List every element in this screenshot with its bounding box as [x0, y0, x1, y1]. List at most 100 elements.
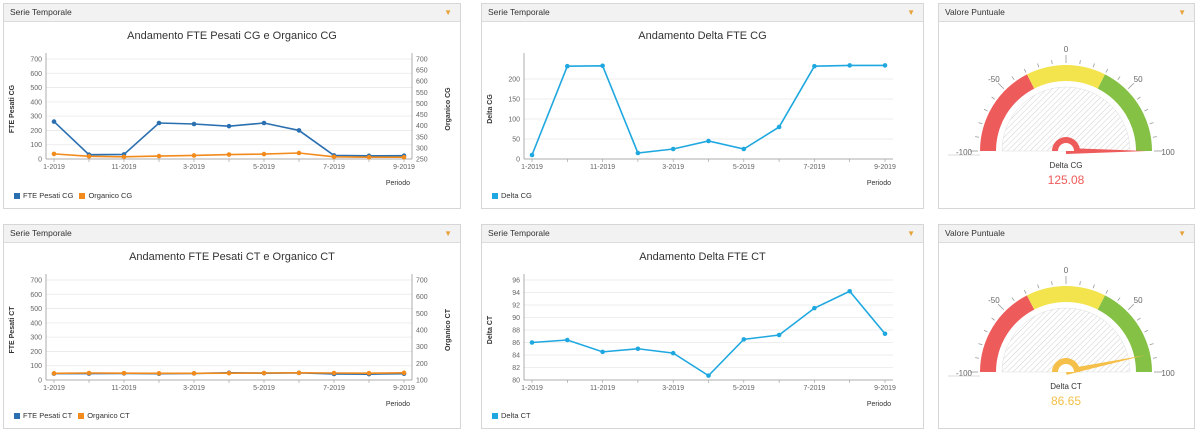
gauge-tick — [1079, 60, 1081, 65]
y2-tick-label: 650 — [416, 68, 428, 75]
gauge-tick-label: 50 — [1134, 75, 1143, 84]
gauge-band-red — [980, 74, 1035, 151]
legend-item[interactable]: FTE Pesati CT — [14, 411, 72, 420]
gauge-tick — [1051, 281, 1053, 286]
data-point — [226, 123, 232, 129]
data-point — [670, 146, 676, 152]
y-tick-label: 92 — [512, 303, 520, 310]
x-tick-label: 1-2019 — [43, 164, 65, 171]
y2-tick-label: 600 — [416, 79, 428, 86]
data-point — [600, 349, 605, 355]
panel-delta-ct: Serie Temporale ▼ Andamento Delta FTE CT 8… — [481, 224, 924, 429]
data-point — [706, 373, 711, 378]
panel-header: Valore Puntuale ▼ — [939, 4, 1194, 22]
gauge-tick — [1011, 297, 1015, 302]
data-point — [741, 146, 747, 152]
legend-item[interactable]: Organico CG — [79, 191, 132, 200]
data-point — [226, 370, 232, 376]
y2-tick-label: 500 — [416, 311, 428, 318]
y2-tick-label: 100 — [416, 378, 428, 385]
gauge-tick — [1144, 329, 1149, 333]
y-tick-label: 100 — [508, 117, 520, 124]
gauge-tick — [997, 82, 1005, 90]
data-point — [261, 120, 267, 126]
y2-tick-label: 500 — [416, 101, 428, 108]
y-tick-label: 700 — [30, 57, 42, 64]
legend-item[interactable]: Organico CT — [78, 411, 130, 420]
gauge-face — [1001, 307, 1131, 373]
x-tick-label: 3-2019 — [183, 164, 205, 171]
gauge-tick — [975, 357, 980, 359]
chevron-down-icon[interactable]: ▼ — [1178, 229, 1186, 238]
legend-label: Organico CT — [87, 411, 130, 420]
x-axis-label: Periodo — [867, 401, 891, 408]
chart-legend: FTE Pesati CG Organico CG — [14, 191, 132, 200]
data-point — [191, 371, 197, 376]
panel-header: Serie Temporale ▼ — [4, 225, 460, 243]
y-tick-label: 700 — [30, 278, 42, 285]
chevron-down-icon[interactable]: ▼ — [907, 8, 915, 17]
data-point — [812, 63, 817, 69]
y-tick-label: 80 — [512, 378, 520, 385]
chevron-down-icon[interactable]: ▼ — [444, 229, 452, 238]
gauge-tick — [991, 317, 996, 321]
data-point — [51, 119, 57, 124]
gauge-label: Delta CG — [1050, 161, 1083, 170]
chart-title: Andamento FTE Pesati CG e Organico CG — [127, 30, 337, 42]
x-tick-label: 1-2019 — [43, 385, 65, 392]
gauge-tick-label: -100 — [956, 148, 973, 157]
chevron-down-icon[interactable]: ▼ — [907, 229, 915, 238]
gauge-tick — [1144, 108, 1149, 112]
panel-gauge-cg: Valore Puntuale ▼ -100 -50 0 50 100 Delta CG 12… — [938, 3, 1195, 209]
panel-title: Valore Puntuale — [945, 7, 1005, 17]
legend-item[interactable]: Delta CG — [492, 191, 532, 200]
chart-legend: FTE Pesati CT Organico CT — [14, 411, 130, 420]
panel-title: Valore Puntuale — [945, 228, 1005, 238]
legend-swatch — [492, 192, 498, 199]
gauge-tick — [1136, 317, 1141, 321]
legend-item[interactable]: Delta CT — [492, 411, 531, 420]
data-point — [261, 370, 267, 376]
legend-label: FTE Pesati CG — [23, 191, 74, 200]
x-tick-label: 5-2019 — [253, 385, 275, 392]
gauge-tick — [1127, 303, 1135, 311]
gauge-tick-label: -50 — [988, 75, 1000, 84]
gauge-tick — [1037, 284, 1040, 289]
data-point — [401, 154, 407, 160]
gauge-value: 86.65 — [1051, 394, 1081, 408]
gauge-band-yellow — [1026, 286, 1106, 310]
data-point — [51, 151, 57, 157]
gauge-tick-label: 100 — [1161, 148, 1175, 157]
x-tick-label: 9-2019 — [874, 385, 896, 392]
data-point — [882, 331, 888, 337]
y2-tick-label: 450 — [416, 112, 428, 119]
data-point — [156, 120, 162, 126]
chart-fte-cg: Andamento FTE Pesati CG e Organico CG 0 10… — [9, 30, 452, 187]
x-tick-label: 5-2019 — [733, 385, 755, 392]
chevron-down-icon[interactable]: ▼ — [1178, 8, 1186, 17]
y2-tick-label: 300 — [416, 344, 428, 351]
x-tick-label: 3-2019 — [662, 164, 684, 171]
panel-fte-cg: Serie Temporale ▼ Andamento FTE Pesati CG… — [3, 3, 461, 209]
legend-label: Delta CG — [501, 191, 532, 200]
data-point — [191, 153, 197, 158]
chart-legend: Delta CT — [492, 411, 531, 420]
y2-tick-label: 250 — [416, 157, 428, 164]
y2-tick-label: 700 — [416, 57, 428, 64]
legend-item[interactable]: FTE Pesati CG — [14, 191, 73, 200]
data-point — [86, 370, 92, 376]
data-point — [741, 337, 747, 342]
gauge-tick — [1117, 297, 1121, 302]
gauge-tick-label: -100 — [956, 369, 973, 378]
chevron-down-icon[interactable]: ▼ — [444, 8, 452, 17]
gauge-tick-label: 100 — [1161, 369, 1175, 378]
data-point — [331, 370, 337, 376]
gauge-tick — [1136, 96, 1141, 100]
y2-tick-label: 300 — [416, 145, 428, 152]
gauge-tick — [997, 303, 1005, 311]
gauge-delta-ct: -100 -50 0 50 100 Delta CT 86.65 — [948, 266, 1175, 408]
data-point — [226, 152, 232, 157]
panel-delta-cg: Serie Temporale ▼ Andamento Delta FTE CG 0… — [481, 3, 924, 209]
data-point — [635, 150, 641, 156]
x-axis-label: Periodo — [867, 180, 891, 187]
